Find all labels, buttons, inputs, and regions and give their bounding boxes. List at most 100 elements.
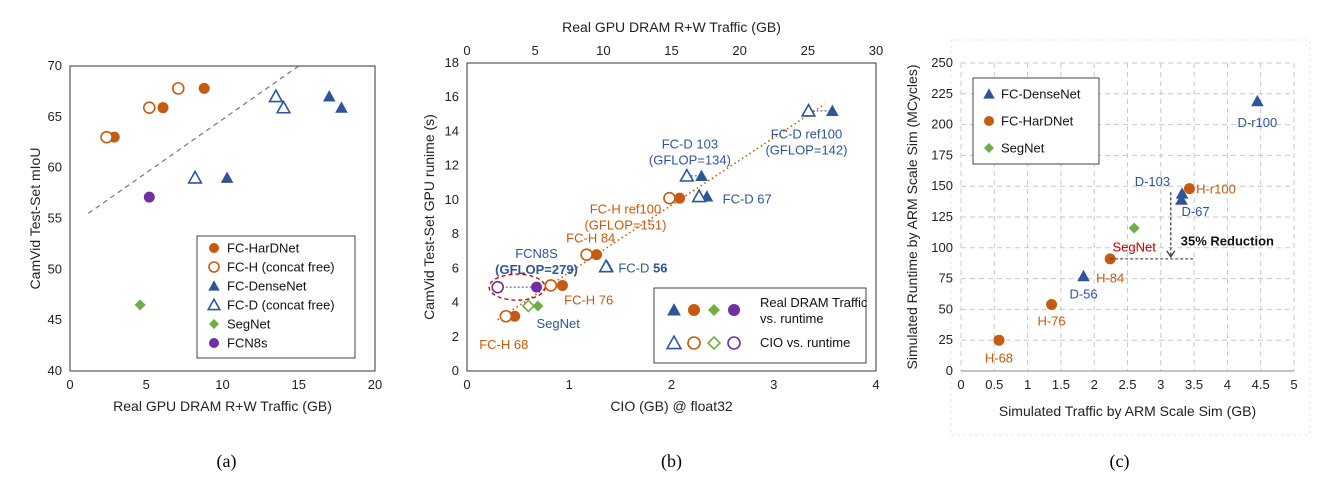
data-point xyxy=(134,299,146,311)
legend-label: FC-DenseNet xyxy=(1001,87,1081,102)
data-point xyxy=(800,102,817,117)
x-tick-label: 0 xyxy=(463,377,470,392)
x-tick-label: 0.5 xyxy=(985,377,1003,392)
data-point xyxy=(1183,183,1195,195)
annotation-fcd103: (GFLOP=134) xyxy=(649,153,731,168)
data-point xyxy=(143,191,155,203)
x2-tick-label: 20 xyxy=(732,43,746,58)
x-axis-label: Real GPU DRAM R+W Traffic (GB) xyxy=(113,398,332,414)
data-point xyxy=(171,82,185,95)
reduction-arrowhead xyxy=(1166,250,1176,258)
y-tick-label: 250 xyxy=(931,55,953,70)
data-point xyxy=(335,101,348,113)
legend-label: FC-D (concat free) xyxy=(227,298,335,313)
panel-frame-c xyxy=(950,39,1311,436)
y-tick-label: 175 xyxy=(931,147,953,162)
x-tick-label: 5 xyxy=(143,377,150,392)
annotation-d67: D-67 xyxy=(1181,204,1209,219)
legend-a xyxy=(196,235,356,359)
data-point xyxy=(275,99,292,114)
legend-label: SegNet xyxy=(1001,141,1045,156)
legend-marker xyxy=(984,116,994,126)
data-point xyxy=(157,102,169,114)
annotation-fch84: FC-H 84 xyxy=(566,231,615,246)
y-tick-label: 200 xyxy=(931,117,953,132)
y-tick-label: 45 xyxy=(48,312,62,327)
y-tick-label: 75 xyxy=(939,271,953,286)
y-tick-label: 40 xyxy=(48,363,62,378)
x-tick-label: 15 xyxy=(292,377,306,392)
legend-label: FC-HarDNet xyxy=(227,241,300,256)
y-tick-label: 14 xyxy=(445,123,459,138)
annotation-fchref: (GFLOP=151) xyxy=(584,218,666,233)
legend-marker xyxy=(208,261,220,273)
data-point xyxy=(100,130,113,144)
x-tick-label: 0 xyxy=(957,377,964,392)
y-tick-label: 2 xyxy=(452,329,459,344)
x-tick-label: 2.5 xyxy=(1118,377,1136,392)
x2-tick-label: 5 xyxy=(532,43,539,58)
y-tick-label: 6 xyxy=(452,260,459,275)
caption-c: (c) xyxy=(1110,451,1130,472)
annotation-part: 56 xyxy=(653,261,667,276)
legend-marker xyxy=(665,334,683,350)
plot-area-b xyxy=(466,62,877,372)
legend-label: FC-HarDNet xyxy=(1001,114,1074,129)
annotation-fch68: FC-H 68 xyxy=(479,337,528,352)
y-tick-label: 16 xyxy=(445,89,459,104)
annotation-dr100: D-r100 xyxy=(1237,115,1277,130)
data-point xyxy=(598,258,614,273)
legend-marker xyxy=(728,304,740,316)
data-point xyxy=(187,169,203,184)
x-tick-label: 2 xyxy=(1091,377,1098,392)
y-tick-label: 4 xyxy=(452,295,459,310)
data-point xyxy=(691,188,707,203)
x-tick-label: 3 xyxy=(1157,377,1164,392)
x-tick-label: 3 xyxy=(770,377,777,392)
data-point xyxy=(531,281,543,293)
annotation-d103: D-103 xyxy=(1135,174,1170,189)
y-tick-label: 10 xyxy=(445,192,459,207)
y-tick-label: 225 xyxy=(931,86,953,101)
legend-label: FC-H (concat free) xyxy=(227,260,335,275)
legend-label: vs. runtime xyxy=(760,311,824,326)
annotation-segnet: SegNet xyxy=(537,316,581,331)
legend-label: FC-DenseNet xyxy=(227,279,307,294)
legend-label: FCN8s xyxy=(227,336,268,351)
legend-marker xyxy=(706,335,722,351)
y-tick-label: 100 xyxy=(931,240,953,255)
data-point xyxy=(1046,298,1058,310)
trendline-a xyxy=(87,65,300,214)
x-tick-label: 4 xyxy=(872,377,879,392)
legend-marker xyxy=(208,280,220,291)
x-tick-label: 4 xyxy=(1224,377,1231,392)
legend-marker xyxy=(688,304,700,316)
data-point xyxy=(491,280,504,294)
x-axis-label: CIO (GB) @ float32 xyxy=(610,398,733,414)
x-tick-label: 1.5 xyxy=(1052,377,1070,392)
x-tick-label: 20 xyxy=(368,377,382,392)
y-tick-label: 50 xyxy=(48,261,62,276)
data-point xyxy=(521,299,535,313)
chart-a: 0 5 10 15 20 40 45 50 55 60 65 70 Real GPU DRAM R+W … xyxy=(27,58,382,472)
x2-tick-label: 30 xyxy=(869,43,883,58)
x-axis-label: Simulated Traffic by ARM Scale Sim (GB) xyxy=(999,403,1256,419)
x-tick-label: 1 xyxy=(1024,377,1031,392)
y-axis-label: CamVid Test-Set mIoU xyxy=(27,148,43,290)
legend-marker xyxy=(209,319,219,329)
data-point xyxy=(1175,193,1188,205)
data-point xyxy=(663,191,676,205)
data-point xyxy=(1128,222,1140,234)
data-point xyxy=(1175,187,1189,199)
chart-c: 0 0.5 1 1.5 2 2.5 3 3.5 4 4.5 50255075100125150175… xyxy=(904,39,1311,472)
data-point xyxy=(679,167,695,182)
annotation-fcdref: (GFLOP=142) xyxy=(765,142,847,157)
x-tick-label: 10 xyxy=(215,377,229,392)
annotation-h84: H-84 xyxy=(1096,270,1124,285)
x2-tick-label: 0 xyxy=(463,43,470,58)
annotation-part: FC-D xyxy=(618,261,653,276)
reduction-label: 35% Reduction xyxy=(1181,233,1274,248)
data-point xyxy=(591,249,603,261)
